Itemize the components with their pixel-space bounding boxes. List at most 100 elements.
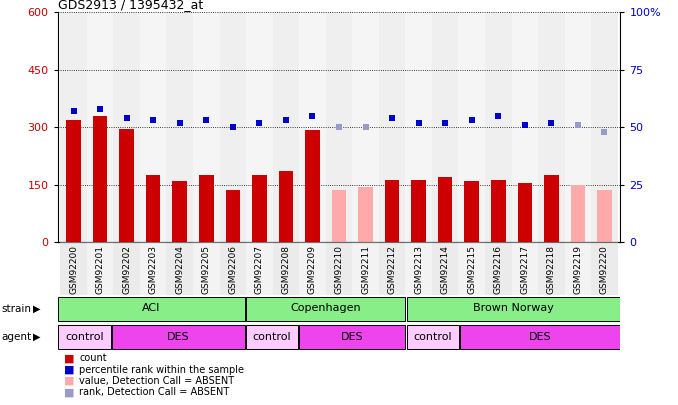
Bar [140,242,167,295]
Bar [300,325,405,349]
Bar [325,242,353,295]
Text: GSM92208: GSM92208 [281,245,290,294]
Text: value, Detection Call = ABSENT: value, Detection Call = ABSENT [79,376,235,386]
Text: GSM92215: GSM92215 [467,245,476,294]
Bar [385,180,399,242]
Text: GSM92220: GSM92220 [600,245,609,294]
Bar [464,181,479,242]
Bar [172,181,187,242]
Text: GSM92204: GSM92204 [175,245,184,294]
Bar [458,242,485,295]
Bar [544,175,559,242]
Text: GSM92211: GSM92211 [361,245,370,294]
Bar [517,183,532,242]
Bar [199,175,214,242]
Bar [491,180,506,242]
Bar [226,190,240,242]
Bar [113,12,140,242]
Text: GSM92202: GSM92202 [122,245,131,294]
Bar [565,12,591,242]
Bar [87,12,113,242]
Bar [591,242,618,295]
Text: GSM92205: GSM92205 [202,245,211,294]
Bar [299,242,325,295]
Bar [119,129,134,242]
Text: ■: ■ [64,376,75,386]
Text: GSM92213: GSM92213 [414,245,423,294]
Text: control: control [414,332,452,342]
Text: GSM92217: GSM92217 [520,245,530,294]
Bar [485,12,511,242]
Bar [87,242,113,295]
Text: strain: strain [1,304,31,314]
Bar [167,242,193,295]
Bar [220,12,246,242]
Text: GSM92210: GSM92210 [334,245,344,294]
Bar [538,242,565,295]
Bar [58,297,245,321]
Bar [60,242,87,295]
Text: GSM92216: GSM92216 [494,245,503,294]
Bar [66,119,81,242]
Bar [358,187,373,242]
Bar [167,12,193,242]
Bar [438,177,452,242]
Bar [538,12,565,242]
Text: Brown Norway: Brown Norway [473,303,554,313]
Text: GSM92200: GSM92200 [69,245,78,294]
Text: GSM92214: GSM92214 [441,245,450,294]
Bar [246,242,273,295]
Bar [252,175,266,242]
Bar [279,171,293,242]
Text: control: control [65,332,104,342]
Bar [93,116,107,242]
Text: rank, Detection Call = ABSENT: rank, Detection Call = ABSENT [79,388,230,397]
Bar [485,242,511,295]
Text: count: count [79,354,107,363]
Text: DES: DES [167,332,190,342]
Text: DES: DES [341,332,363,342]
Bar [458,12,485,242]
Bar [299,12,325,242]
Bar [412,180,426,242]
Bar [353,12,379,242]
Bar [432,12,458,242]
Text: ▶: ▶ [33,332,40,342]
Text: Copenhagen: Copenhagen [290,303,361,313]
Bar [220,242,246,295]
Bar [58,325,111,349]
Text: GSM92206: GSM92206 [228,245,237,294]
Bar [325,12,353,242]
Bar [193,12,220,242]
Bar [407,297,620,321]
Bar [379,12,405,242]
Bar [407,325,459,349]
Bar [597,190,612,242]
Bar [140,12,167,242]
Bar [405,12,432,242]
Bar [193,242,220,295]
Bar [245,297,405,321]
Text: GSM92212: GSM92212 [388,245,397,294]
Text: GSM92207: GSM92207 [255,245,264,294]
Text: percentile rank within the sample: percentile rank within the sample [79,365,244,375]
Bar [332,190,346,242]
Bar [146,175,161,242]
Text: GSM92203: GSM92203 [148,245,158,294]
Text: GDS2913 / 1395432_at: GDS2913 / 1395432_at [58,0,203,11]
Bar [379,242,405,295]
Bar [405,242,432,295]
Bar [432,242,458,295]
Text: ■: ■ [64,354,75,363]
Bar [511,12,538,242]
Text: control: control [253,332,292,342]
Bar [273,12,299,242]
Bar [273,242,299,295]
Text: ACI: ACI [142,303,161,313]
Bar [511,242,538,295]
Text: GSM92201: GSM92201 [96,245,104,294]
Text: GSM92209: GSM92209 [308,245,317,294]
Bar [571,185,585,242]
Text: ▶: ▶ [33,304,40,314]
Bar [60,12,87,242]
